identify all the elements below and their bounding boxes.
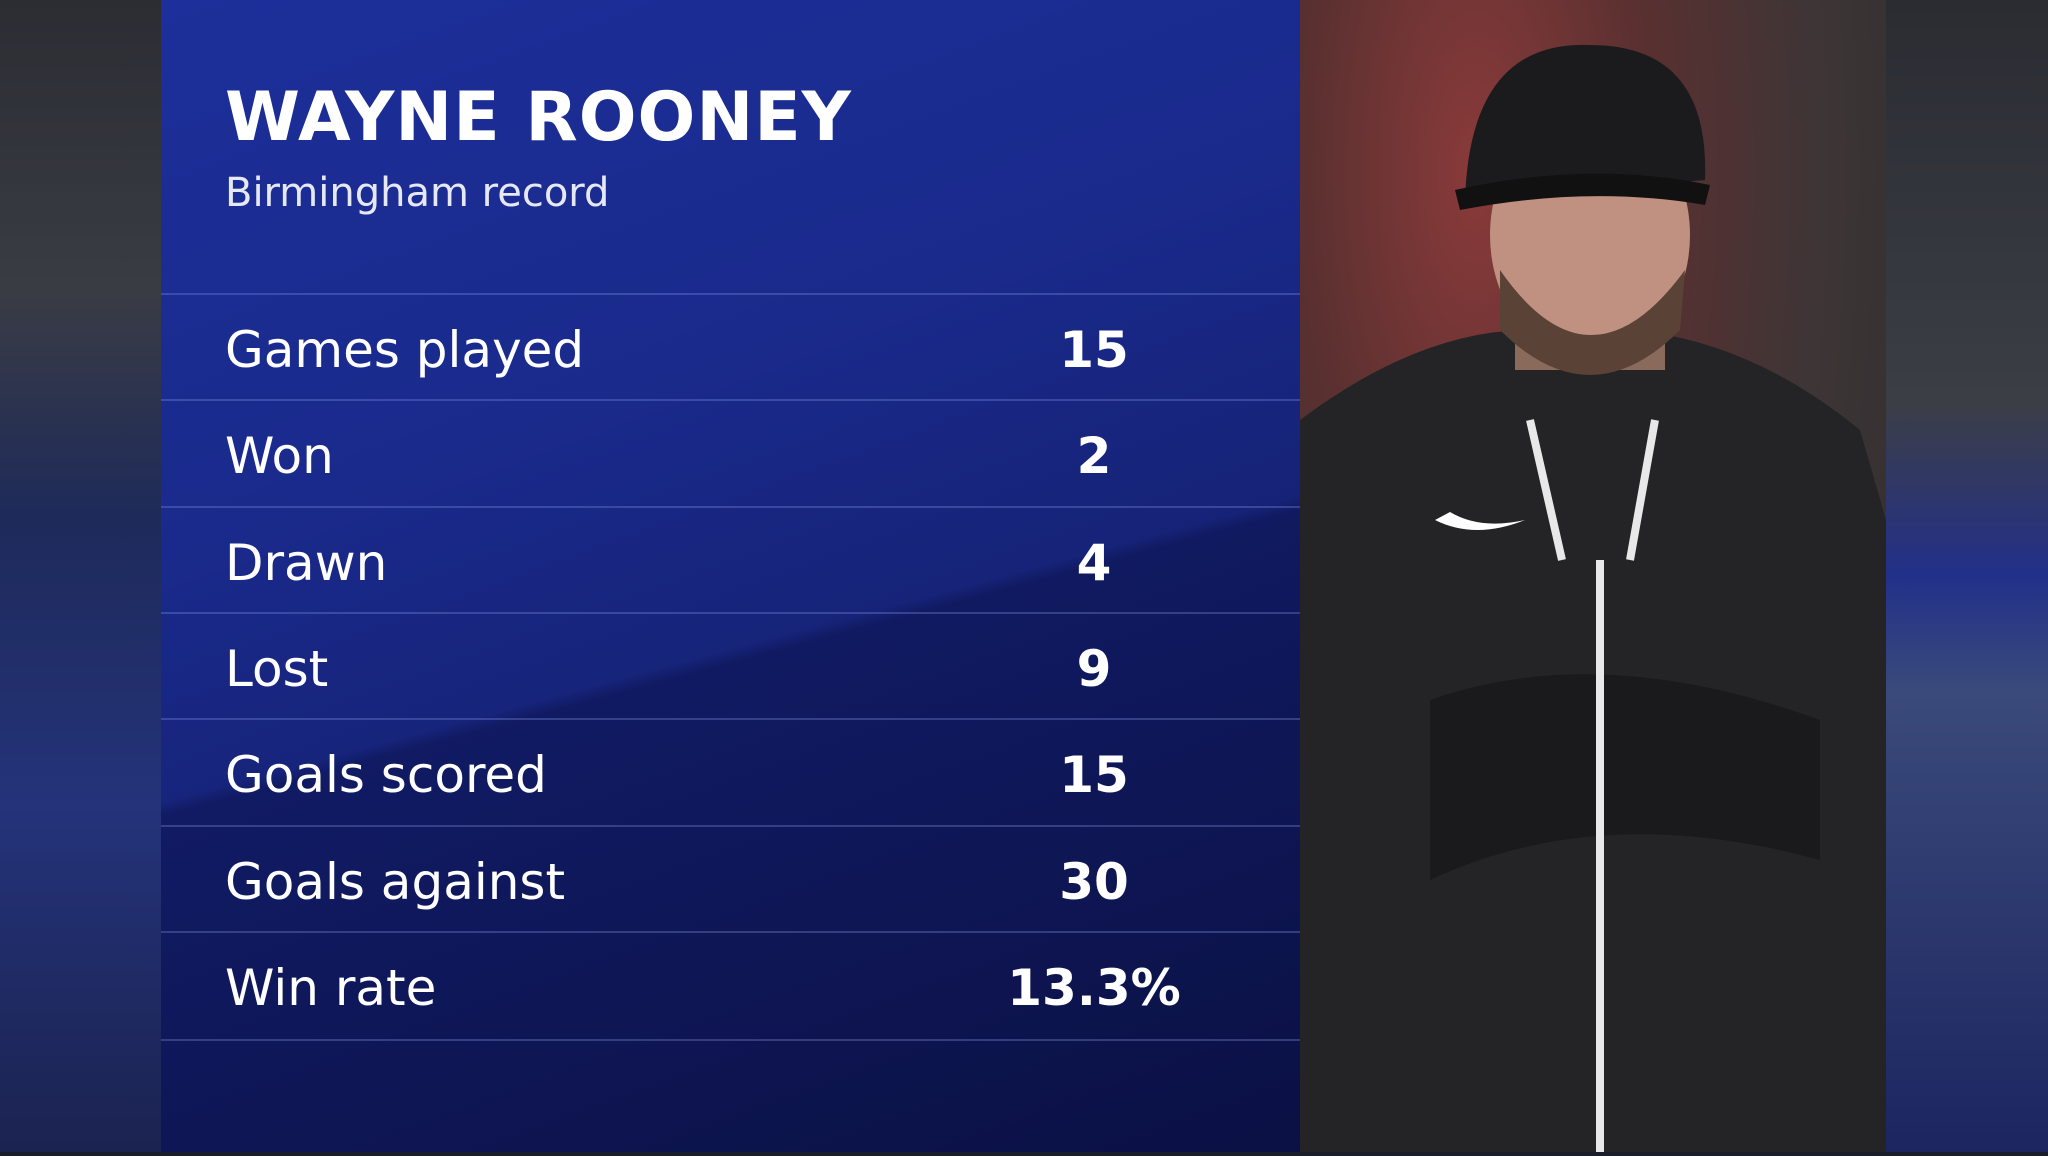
stat-value: 13.3% bbox=[1007, 958, 1181, 1017]
stat-value: 15 bbox=[1059, 746, 1129, 805]
stadium-image bbox=[0, 0, 161, 1152]
stats-panel: WAYNE ROONEY Birmingham record Games pla… bbox=[161, 0, 1300, 1152]
table-row: Goals scored 15 bbox=[161, 718, 1300, 826]
table-row: Goals against 30 bbox=[161, 824, 1300, 933]
title: WAYNE ROONEY bbox=[225, 78, 852, 157]
stat-label: Drawn bbox=[225, 533, 388, 592]
table-row: Won 2 bbox=[161, 399, 1300, 507]
stat-value: 9 bbox=[1076, 639, 1112, 698]
panel-shade bbox=[161, 0, 1300, 1152]
stat-label: Goals against bbox=[225, 852, 566, 911]
subtitle: Birmingham record bbox=[225, 170, 610, 216]
table-row: Win rate 13.3% bbox=[161, 930, 1300, 1041]
stat-label: Win rate bbox=[225, 958, 437, 1017]
table-row: Games played 15 bbox=[161, 293, 1300, 401]
stadium-image bbox=[1886, 0, 2048, 1152]
stat-label: Lost bbox=[225, 639, 329, 698]
stat-label: Goals scored bbox=[225, 746, 547, 805]
table-row: Lost 9 bbox=[161, 611, 1300, 720]
stat-label: Won bbox=[225, 427, 334, 486]
manager-photo bbox=[1300, 0, 1886, 1152]
stat-value: 4 bbox=[1076, 533, 1112, 592]
stat-value: 15 bbox=[1059, 321, 1129, 379]
stat-label: Games played bbox=[225, 321, 585, 379]
photo-figure bbox=[1300, 44, 1886, 1152]
stat-value: 2 bbox=[1076, 427, 1112, 486]
stat-value: 30 bbox=[1059, 852, 1129, 911]
table-row: Drawn 4 bbox=[161, 505, 1300, 614]
